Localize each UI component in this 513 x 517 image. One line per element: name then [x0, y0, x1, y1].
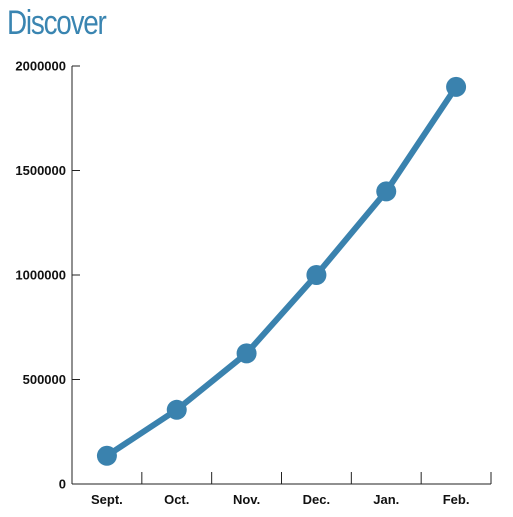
y-tick-label: 500000	[23, 372, 66, 387]
x-tick-label: Oct.	[164, 492, 189, 507]
y-tick-label: 0	[59, 477, 66, 492]
x-axis-ticks: Sept. Oct. Nov. Dec. Jan. Feb.	[91, 472, 492, 507]
data-point	[446, 76, 467, 97]
y-axis-ticks: 0 500000 1000000 1500000 2000000	[15, 59, 80, 492]
y-tick-label: 1500000	[15, 163, 66, 178]
y-tick-label: 1000000	[15, 268, 66, 283]
data-point	[306, 265, 327, 285]
data-point	[376, 181, 397, 202]
x-tick-label: Sept.	[91, 492, 123, 507]
series-line	[103, 83, 460, 459]
series-layer	[96, 76, 467, 466]
x-tick-label: Nov.	[233, 492, 260, 507]
data-point	[236, 343, 257, 364]
x-tick-label: Jan.	[373, 492, 399, 507]
chart-title: Discover	[7, 4, 107, 42]
x-tick-label: Dec.	[303, 492, 330, 507]
data-point	[166, 399, 187, 420]
x-tick-label: Feb.	[443, 492, 470, 507]
y-tick-label: 2000000	[15, 59, 66, 74]
data-point	[96, 445, 117, 466]
